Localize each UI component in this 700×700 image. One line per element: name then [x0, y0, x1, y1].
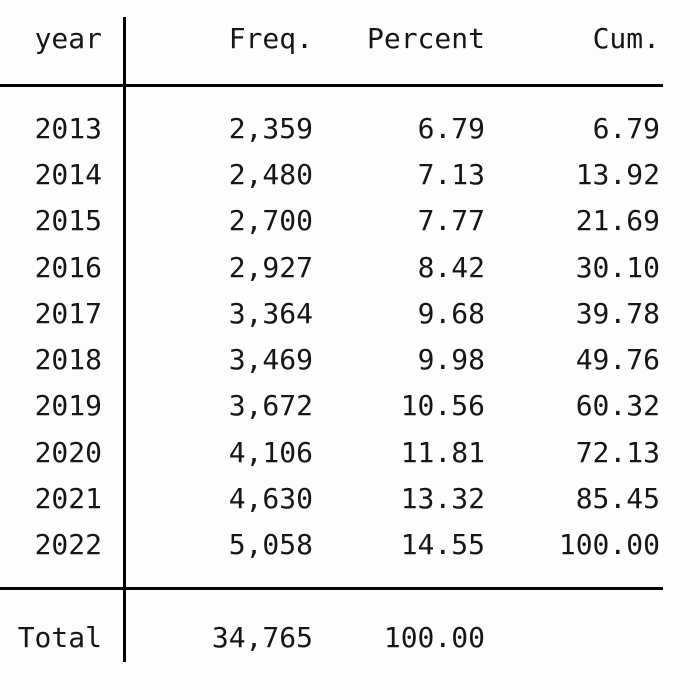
- cell-percent: 7.77: [417, 204, 485, 238]
- cell-year: 2022: [34, 528, 102, 562]
- table-row: 2021 4,630 13.32 85.45: [0, 475, 660, 521]
- table-body: 2013 2,359 6.79 6.79 2014 2,480 7.13 13.…: [0, 105, 660, 568]
- cell-percent: 9.68: [417, 296, 485, 330]
- table-row: 2015 2,700 7.77 21.69: [0, 198, 660, 244]
- cell-year: 2016: [34, 250, 102, 284]
- column-header-year: year: [34, 21, 102, 55]
- cell-freq: 2,927: [228, 250, 313, 284]
- table-row: 2018 3,469 9.98 49.76: [0, 336, 660, 382]
- cell-year: 2015: [34, 204, 102, 238]
- total-label: Total: [17, 620, 102, 654]
- vertical-divider-line: [123, 17, 126, 662]
- table-row: 2017 3,364 9.68 39.78: [0, 290, 660, 336]
- cell-cum: 39.78: [575, 296, 660, 330]
- cell-percent: 11.81: [400, 435, 485, 469]
- cell-cum: 72.13: [575, 435, 660, 469]
- cell-percent: 14.55: [400, 528, 485, 562]
- table-row: 2019 3,672 10.56 60.32: [0, 383, 660, 429]
- cell-cum: 21.69: [575, 204, 660, 238]
- cell-percent: 7.13: [417, 157, 485, 191]
- cell-freq: 4,106: [228, 435, 313, 469]
- cell-percent: 10.56: [400, 389, 485, 423]
- cell-percent: 8.42: [417, 250, 485, 284]
- cell-cum: 60.32: [575, 389, 660, 423]
- table-row: 2013 2,359 6.79 6.79: [0, 105, 660, 151]
- cell-freq: 3,672: [228, 389, 313, 423]
- table-header-row: year Freq. Percent Cum.: [0, 14, 660, 62]
- cell-year: 2019: [34, 389, 102, 423]
- table-row: 2022 5,058 14.55 100.00: [0, 522, 660, 568]
- cell-freq: 5,058: [228, 528, 313, 562]
- cell-cum: 6.79: [592, 111, 660, 145]
- cell-freq: 4,630: [228, 482, 313, 516]
- cell-freq: 3,364: [228, 296, 313, 330]
- table-total-row: Total 34,765 100.00: [0, 614, 660, 660]
- cell-percent: 13.32: [400, 482, 485, 516]
- cell-freq: 2,359: [228, 111, 313, 145]
- cell-percent: 6.79: [417, 111, 485, 145]
- cell-year: 2013: [34, 111, 102, 145]
- header-divider-line: [0, 84, 663, 87]
- column-header-cum: Cum.: [592, 21, 660, 55]
- cell-freq: 2,480: [228, 157, 313, 191]
- cell-cum: 13.92: [575, 157, 660, 191]
- total-freq-value: 34,765: [211, 620, 313, 654]
- cell-cum: 100.00: [558, 528, 660, 562]
- cell-cum: 30.10: [575, 250, 660, 284]
- cell-freq: 2,700: [228, 204, 313, 238]
- cell-year: 2020: [34, 435, 102, 469]
- total-divider-line: [0, 587, 663, 590]
- cell-year: 2018: [34, 343, 102, 377]
- cell-percent: 9.98: [417, 343, 485, 377]
- column-header-percent: Percent: [366, 21, 485, 55]
- table-row: 2014 2,480 7.13 13.92: [0, 151, 660, 197]
- cell-year: 2017: [34, 296, 102, 330]
- cell-freq: 3,469: [228, 343, 313, 377]
- cell-cum: 49.76: [575, 343, 660, 377]
- cell-year: 2021: [34, 482, 102, 516]
- column-header-freq: Freq.: [228, 21, 313, 55]
- total-percent-value: 100.00: [383, 620, 485, 654]
- cell-cum: 85.45: [575, 482, 660, 516]
- cell-year: 2014: [34, 157, 102, 191]
- table-row: 2020 4,106 11.81 72.13: [0, 429, 660, 475]
- table-row: 2016 2,927 8.42 30.10: [0, 244, 660, 290]
